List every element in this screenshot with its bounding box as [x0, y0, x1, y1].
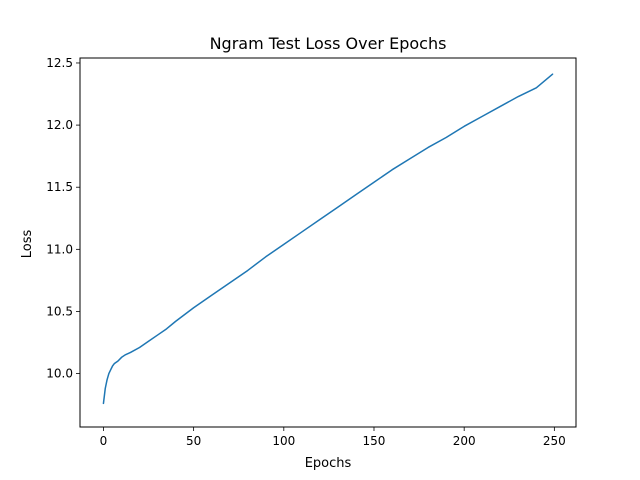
x-tick-label: 200	[453, 434, 476, 448]
x-tick-label: 150	[363, 434, 386, 448]
series-line-0	[102, 73, 554, 405]
x-axis-label: Epochs	[305, 456, 352, 471]
series-layer	[102, 73, 554, 405]
y-axis-ticks: 10.0 10.5 11.0 11.5 12.0 12.5	[46, 56, 80, 381]
y-tick-label: 10.0	[46, 367, 73, 381]
x-tick-label: 50	[186, 434, 201, 448]
y-tick-label: 12.0	[46, 118, 73, 132]
y-tick-label: 11.0	[46, 242, 73, 256]
x-tick-label: 250	[543, 434, 566, 448]
y-tick-label: 12.5	[46, 56, 73, 70]
y-tick-label: 10.5	[46, 304, 73, 318]
x-axis-ticks: 0 50 100 150 200 250	[100, 427, 566, 448]
y-tick-label: 11.5	[46, 180, 73, 194]
y-axis-label: Loss	[20, 230, 35, 259]
x-tick-label: 100	[272, 434, 295, 448]
chart-title: Ngram Test Loss Over Epochs	[210, 34, 447, 53]
plot-frame	[79, 57, 577, 428]
x-tick-label: 0	[100, 434, 108, 448]
plot-area	[80, 58, 576, 427]
